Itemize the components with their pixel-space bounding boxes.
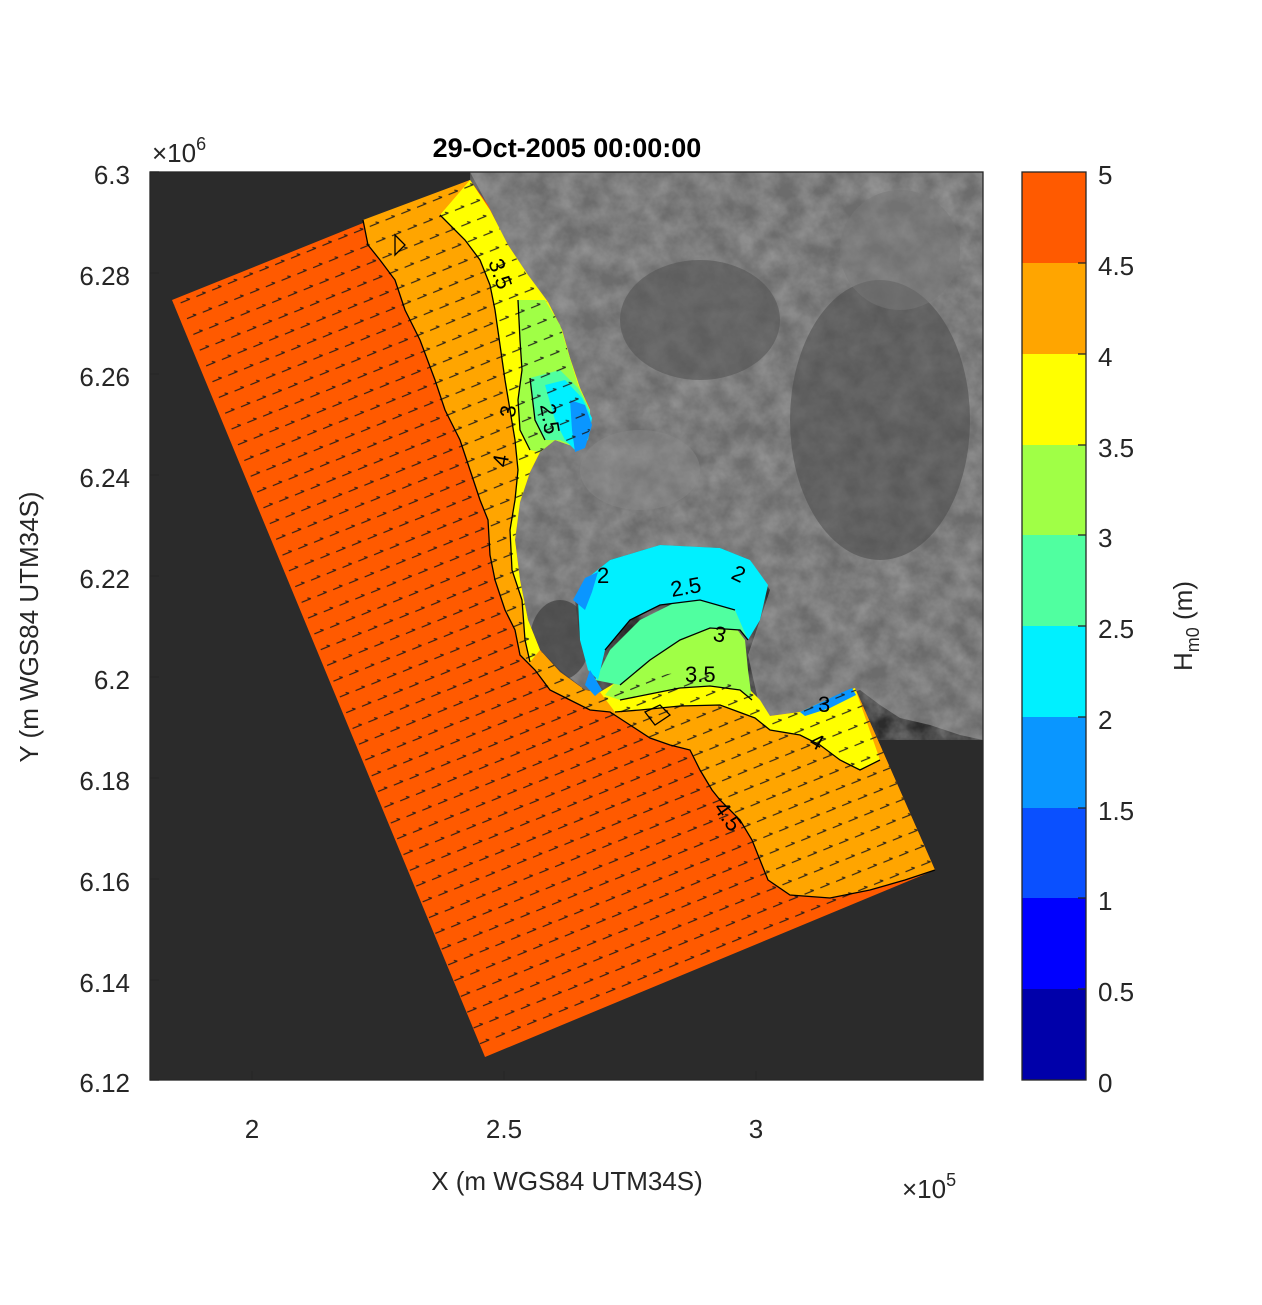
contour-label: 3 (818, 692, 830, 717)
contour-label: 2.5 (669, 572, 703, 602)
contour-lines (362, 214, 936, 899)
x-tick-label: 3 (749, 1114, 763, 1144)
colorbar-tick-label: 4 (1098, 342, 1112, 372)
y-tick-label: 6.12 (79, 1068, 130, 1098)
colorbar-tick-label: 1.5 (1098, 796, 1134, 826)
y-tick-label: 6.22 (79, 564, 130, 594)
y-tick-label: 6.16 (79, 867, 130, 897)
land-satellite-image (470, 172, 983, 740)
chart-title: 29-Oct-2005 00:00:00 (433, 133, 702, 163)
contour-label: 3 (495, 404, 521, 418)
colorbar-tick-label: 0 (1098, 1068, 1112, 1098)
x-tick-label: 2.5 (486, 1114, 522, 1144)
contour-label: 4 (487, 452, 514, 468)
contour-label: 3.5 (685, 662, 716, 687)
x-axis-label: X (m WGS84 UTM34S) (431, 1166, 703, 1196)
contour-label: 2.5 (535, 402, 565, 436)
y-tick-label: 6.14 (79, 968, 130, 998)
colorbar-tick-label: 2.5 (1098, 614, 1134, 644)
colorbar-tick-label: 3.5 (1098, 433, 1134, 463)
y-axis: 6.3 6.28 6.26 6.24 6.22 6.2 6.18 6.16 6.… (79, 160, 159, 1098)
colorbar-tick-label: 4.5 (1098, 251, 1134, 281)
wave-height-field: 3.5 4 3 2.5 2 3.5 3 2.5 2 4 4.5 3 (172, 180, 936, 1057)
contour-region-2-2.5-bay (578, 545, 768, 680)
x-tick-label: 2 (245, 1114, 259, 1144)
y-tick-label: 6.26 (79, 362, 130, 392)
x-axis: 2 2.5 3 (245, 1071, 763, 1144)
contour-label: 2 (597, 563, 609, 588)
y-axis-label: Y (m WGS84 UTM34S) (14, 491, 44, 762)
colorbar-tick-label: 2 (1098, 705, 1112, 735)
y-exponent: ×106 (152, 134, 206, 168)
contour-region-2.5-3-bay (595, 598, 748, 685)
axes-frame (149, 171, 984, 1081)
map-area: 3.5 4 3 2.5 2 3.5 3 2.5 2 4 4.5 3 (150, 172, 983, 1080)
colorbar-tick-label: 0.5 (1098, 977, 1134, 1007)
y-tick-label: 6.3 (94, 160, 130, 190)
y-tick-label: 6.18 (79, 766, 130, 796)
wave-direction-arrows (172, 180, 935, 1057)
y-tick-label: 6.28 (79, 261, 130, 291)
colorbar-tick-label: 5 (1098, 160, 1112, 190)
y-tick-label: 6.24 (79, 463, 130, 493)
x-exponent: ×105 (902, 1170, 956, 1204)
y-tick-label: 6.2 (94, 665, 130, 695)
colorbar-tick-label: 3 (1098, 523, 1112, 553)
colorbar: 5 4.5 4 3.5 3 2.5 2 1.5 1 0.5 0 Hm0 (m) (1021, 160, 1203, 1098)
colorbar-tick-label: 1 (1098, 886, 1112, 916)
colorbar-label: Hm0 (m) (1168, 581, 1203, 671)
